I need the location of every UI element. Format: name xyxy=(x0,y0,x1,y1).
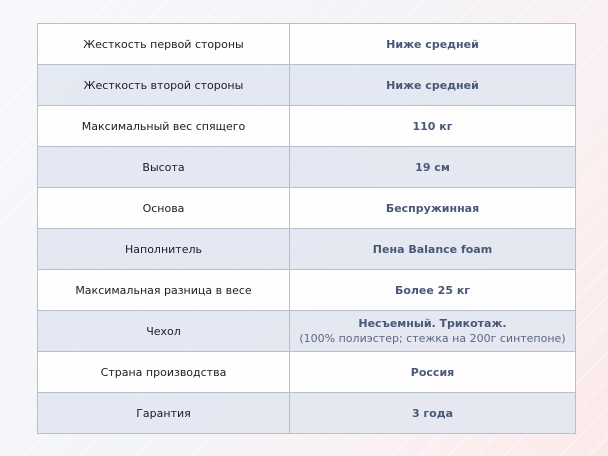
spec-value-note: (100% полиэстер; стежка на 200г синтепон… xyxy=(299,332,566,345)
spec-label: Гарантия xyxy=(37,392,290,434)
spec-value-text: 19 см xyxy=(415,160,450,174)
spec-value-text: Ниже средней xyxy=(386,78,479,92)
spec-value: Беспружинная xyxy=(289,187,576,229)
table-row: Максимальный вес спящего 110 кг xyxy=(37,105,576,147)
table-row: Жесткость второй стороны Ниже средней xyxy=(37,64,576,106)
table-row: Чехол Несъемный. Трикотаж. (100% полиэстер… xyxy=(37,310,576,352)
table-row: Максимальная разница в весе Более 25 кг xyxy=(37,269,576,311)
spec-label: Страна производства xyxy=(37,351,290,393)
spec-value: 110 кг xyxy=(289,105,576,147)
spec-value-text: Россия xyxy=(410,365,455,379)
table-row: Страна производства Россия xyxy=(37,351,576,393)
table-row: Гарантия 3 года xyxy=(37,392,576,434)
spec-value: 3 года xyxy=(289,392,576,434)
spec-label: Наполнитель xyxy=(37,228,290,270)
spec-value: Россия xyxy=(289,351,576,393)
spec-label: Максимальная разница в весе xyxy=(37,269,290,311)
spec-value: Более 25 кг xyxy=(289,269,576,311)
spec-label: Основа xyxy=(37,187,290,229)
spec-label: Чехол xyxy=(37,310,290,352)
spec-value: 19 см xyxy=(289,146,576,188)
spec-value: Ниже средней xyxy=(289,23,576,65)
spec-label: Жесткость первой стороны xyxy=(37,23,290,65)
spec-label: Высота xyxy=(37,146,290,188)
table-row: Основа Беспружинная xyxy=(37,187,576,229)
spec-value-text: 110 кг xyxy=(412,119,453,133)
spec-value: Несъемный. Трикотаж. (100% полиэстер; сте… xyxy=(289,310,576,352)
spec-value-text: Пена Balance foam xyxy=(372,242,493,256)
spec-label: Жесткость второй стороны xyxy=(37,64,290,106)
spec-value-text: Несъемный. Трикотаж. xyxy=(358,317,507,330)
specs-table: Жесткость первой стороны Ниже средней Жест… xyxy=(37,23,576,434)
spec-value: Пена Balance foam xyxy=(289,228,576,270)
spec-value-text: Беспружинная xyxy=(385,201,480,215)
spec-value-text: 3 года xyxy=(411,406,454,420)
table-row: Жесткость первой стороны Ниже средней xyxy=(37,23,576,65)
spec-label: Максимальный вес спящего xyxy=(37,105,290,147)
spec-value-text: Более 25 кг xyxy=(394,283,471,297)
spec-value-text: Ниже средней xyxy=(386,37,479,51)
table-row: Наполнитель Пена Balance foam xyxy=(37,228,576,270)
table-row: Высота 19 см xyxy=(37,146,576,188)
spec-value: Ниже средней xyxy=(289,64,576,106)
